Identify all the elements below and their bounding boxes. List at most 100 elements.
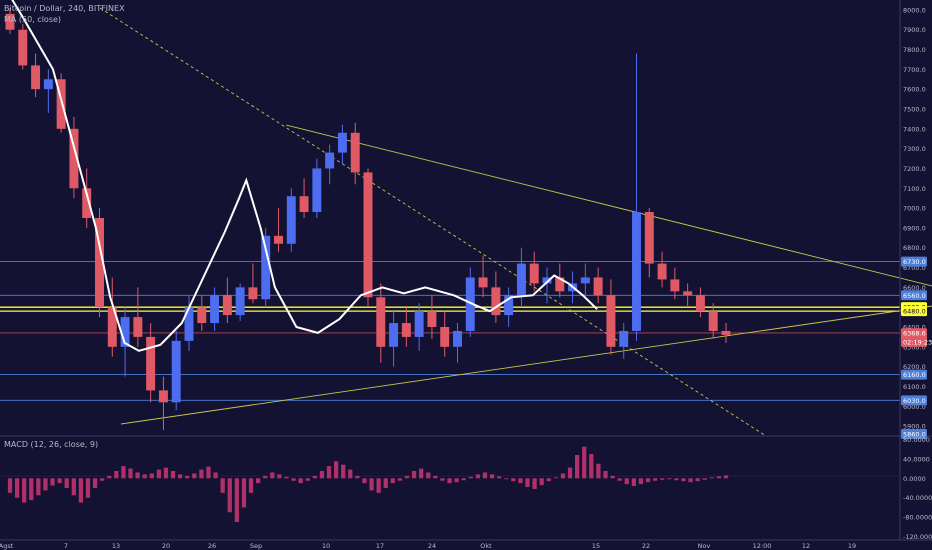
macd-bar [255, 478, 261, 484]
price-tick-label: 6200.0 [903, 363, 926, 371]
candle [529, 251, 539, 292]
macd-bar [489, 474, 495, 479]
macd-bar [638, 478, 644, 485]
macd-axis[interactable]: 80.0000 40.0000 0.0000 -40.0000 -80.0000 -120… [903, 436, 932, 541]
candle [158, 376, 168, 431]
macd-histogram [7, 446, 729, 522]
price-tag: 02:19:23 [901, 336, 932, 347]
ma-legend[interactable]: MA (50, close) [4, 15, 62, 24]
macd-bar [305, 478, 310, 481]
macd-bar [241, 478, 247, 508]
macd-bar [248, 478, 254, 493]
macd-bar [92, 478, 98, 488]
candle-body [95, 218, 104, 308]
candle-body [721, 330, 731, 335]
candle [606, 279, 616, 355]
price-tag-bg [901, 306, 927, 317]
candle [210, 287, 220, 331]
macd-bar [426, 472, 431, 479]
candle [299, 178, 309, 218]
macd-bar [454, 478, 459, 483]
time-tick-label: 17 [376, 542, 384, 550]
candle-body [491, 287, 501, 316]
macd-bar [284, 476, 289, 479]
time-axis[interactable]: Agst 7 13 20 26 Sep 10 17 24 Okt 15 22 Nov 12:00 12 19 [0, 542, 856, 550]
candle [171, 330, 181, 411]
macd-bar [511, 478, 516, 482]
candle-body [286, 196, 296, 244]
symbol-legend[interactable]: Bitcoin / Dollar, 240, BITFINEX [4, 4, 125, 13]
time-tick-label: Sep [250, 542, 262, 550]
macd-bar [709, 477, 714, 479]
macd-bar [497, 476, 502, 479]
moving-average-line [11, 0, 598, 352]
macd-bar [213, 472, 218, 479]
price-tick-label: 6800.0 [903, 244, 926, 252]
macd-bar [333, 461, 339, 479]
macd-bar [57, 478, 62, 484]
macd-tick-label: -80.0000 [903, 514, 932, 522]
candle-body [274, 235, 283, 244]
price-tick-label: 6100.0 [903, 383, 926, 391]
price-tag-label: 6730.0 [903, 258, 926, 266]
macd-bar [199, 469, 204, 479]
macd-bar [596, 463, 601, 479]
macd-bar [560, 473, 566, 479]
macd-bar [220, 478, 225, 493]
time-tick-label: 13 [112, 542, 120, 550]
price-tag-label: 6030.0 [903, 397, 926, 405]
macd-bar [461, 478, 466, 481]
macd-bar [121, 466, 126, 479]
candle [478, 255, 488, 298]
macd-legend[interactable]: MACD (12, 26, close, 9) [4, 440, 99, 449]
candle-body [69, 128, 79, 189]
candle [235, 283, 245, 322]
candle [504, 287, 514, 327]
candles [5, 7, 731, 431]
price-tag-bg [901, 328, 927, 339]
macd-bar [277, 474, 282, 479]
price-tag-bg [901, 395, 927, 406]
candle-body [389, 323, 399, 347]
macd-bar [546, 478, 551, 482]
candle [376, 283, 386, 363]
macd-bar [64, 478, 69, 488]
macd-bar [688, 478, 693, 483]
price-tag-bg [901, 290, 927, 301]
price-tick-label: 6600.0 [903, 284, 926, 292]
price-tick-label: 8000.0 [903, 6, 926, 14]
macd-bar [645, 478, 651, 483]
candle-body [695, 295, 705, 312]
candle-body [708, 311, 718, 331]
candle [644, 208, 654, 278]
macd-bar [355, 475, 360, 479]
candle [440, 311, 450, 357]
candle-body [5, 13, 15, 30]
macd-bar [667, 478, 672, 480]
macd-bar [107, 475, 112, 479]
price-axis[interactable]: 5900.06000.06100.06200.06300.06400.06500… [903, 6, 926, 430]
candle [721, 323, 731, 343]
macd-bar [397, 478, 403, 481]
macd-tick-label: 0.0000 [903, 475, 926, 483]
candle-body [542, 277, 552, 284]
macd-bar [433, 475, 438, 479]
candle [670, 267, 680, 300]
candle [580, 263, 590, 296]
macd-bar [518, 478, 523, 484]
macd-tick-label: 80.0000 [903, 436, 930, 444]
candle-body [427, 311, 437, 327]
candle [248, 263, 258, 304]
price-tag-label: 02:19:23 [903, 338, 932, 346]
macd-bar [504, 478, 509, 480]
candle [43, 69, 53, 113]
macd-bar [36, 478, 41, 496]
macd-bar [624, 478, 629, 485]
macd-bar [362, 478, 367, 484]
price-tag: 6030.0 [901, 395, 927, 406]
macd-bar [85, 478, 91, 498]
candle [401, 307, 411, 347]
candle-body [261, 235, 271, 300]
macd-bar [553, 477, 558, 479]
